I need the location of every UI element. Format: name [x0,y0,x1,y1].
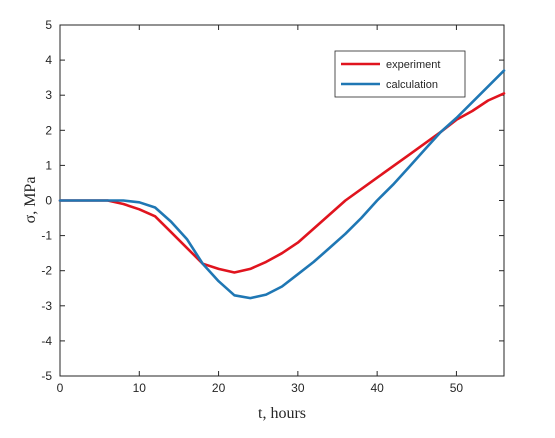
x-tick-label: 50 [450,381,464,395]
x-tick-label: 10 [133,381,147,395]
x-axis-label: t, hours [258,405,306,422]
series-lines [58,69,506,300]
y-tick-label: -1 [41,229,52,243]
y-tick-label: -2 [41,264,52,278]
x-tick-label: 20 [212,381,226,395]
y-tick-label: -3 [41,299,52,313]
y-tick-label: 3 [45,88,52,102]
y-tick-label: 4 [45,53,52,67]
y-tick-label: 1 [45,158,52,172]
x-tick-label: 40 [370,381,384,395]
y-tick-label: 5 [45,18,52,32]
axis-ticks: 0 10 20 30 40 50 -5 -4 -3 -2 -1 0 1 2 3 4 5 [41,18,504,395]
series-line-calculation [58,69,506,300]
y-tick-label: -4 [41,334,52,348]
y-tick-label: 2 [45,123,52,137]
y-axis-label: σ, MPa [22,177,39,224]
y-tick-label: 0 [45,194,52,208]
legend-label-calculation: calculation [386,79,438,91]
x-tick-label: 0 [57,381,64,395]
legend: experiment calculation [334,50,466,98]
x-tick-label: 30 [291,381,305,395]
y-tick-label: -5 [41,369,52,383]
legend-label-experiment: experiment [386,59,440,71]
legend-box [334,50,466,98]
